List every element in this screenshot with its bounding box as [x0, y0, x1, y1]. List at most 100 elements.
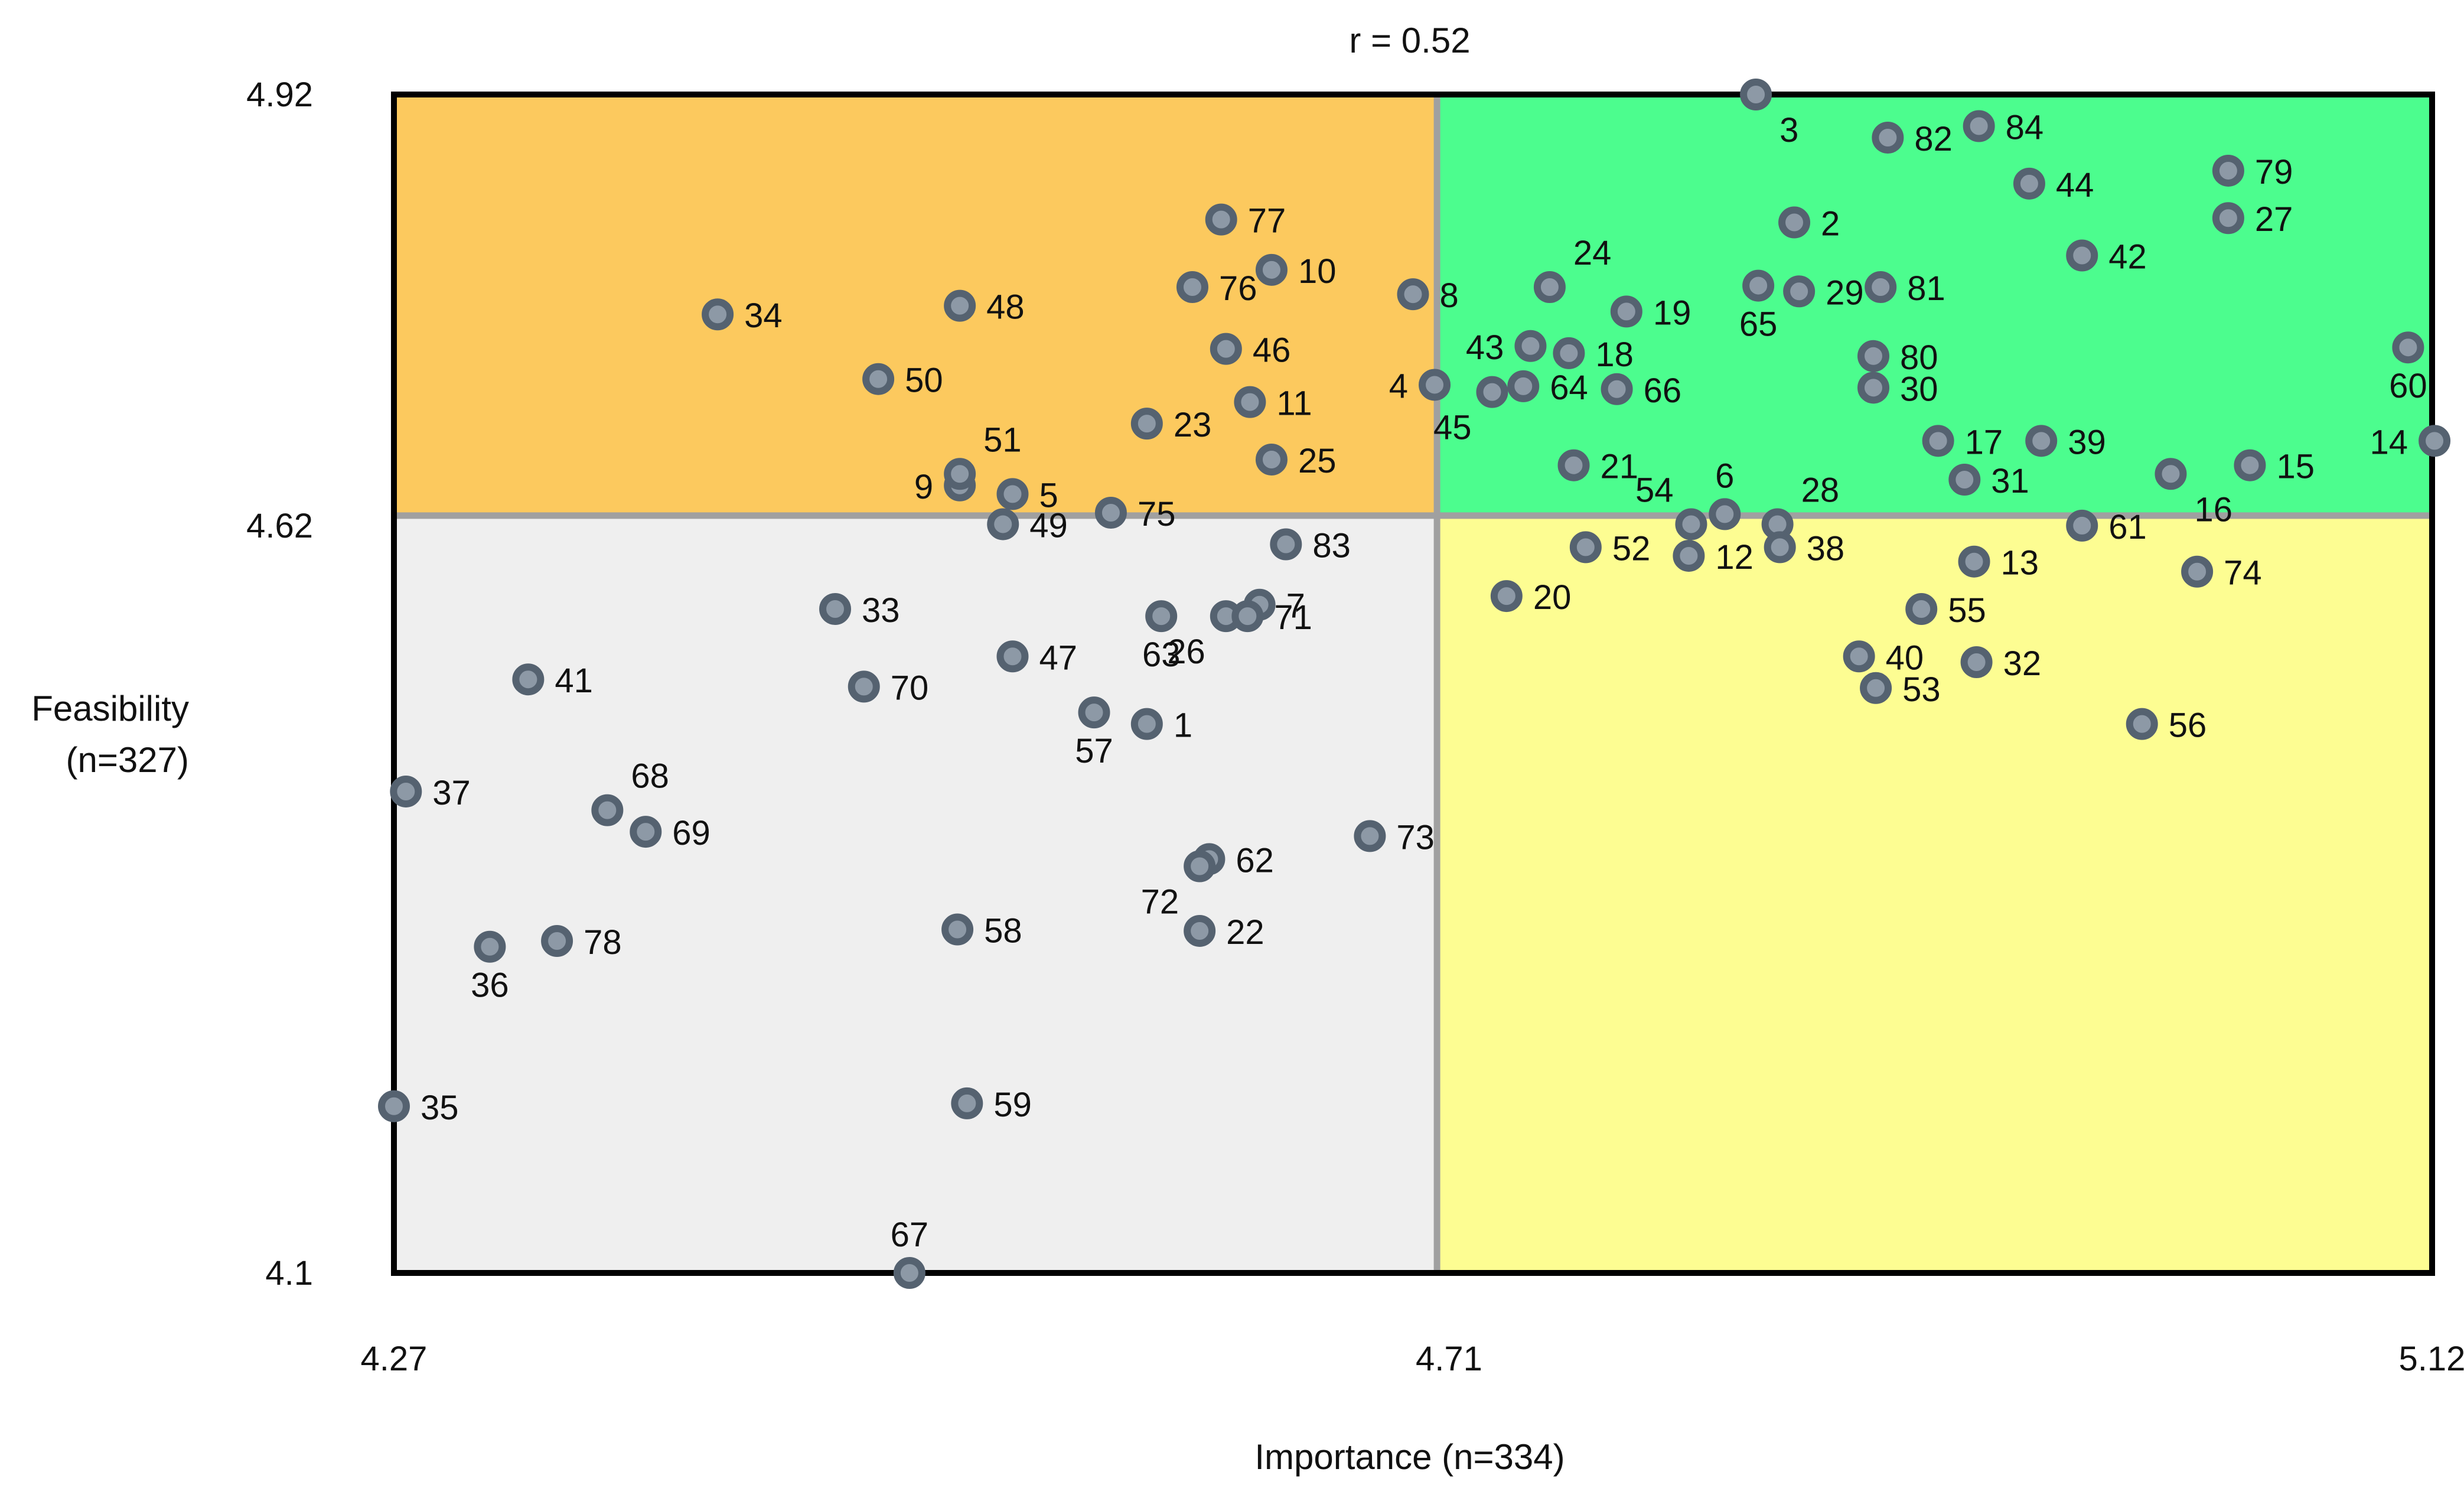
data-point — [2212, 202, 2244, 235]
data-point — [1476, 376, 1508, 408]
data-point — [591, 794, 624, 826]
data-point-label: 45 — [1433, 409, 1472, 447]
data-point-label: 44 — [2056, 166, 2094, 204]
data-point — [1675, 508, 1707, 540]
data-point-label: 79 — [2255, 153, 2293, 191]
data-point-label: 54 — [1635, 471, 1674, 509]
quadrants — [394, 95, 2432, 1273]
data-point-label: 28 — [1801, 471, 1840, 509]
data-point — [1130, 408, 1163, 440]
data-point — [996, 478, 1029, 510]
x-axis-title: Importance (n=334) — [1254, 1437, 1565, 1477]
data-point — [1764, 531, 1796, 564]
data-point — [2126, 708, 2158, 740]
data-point — [893, 1257, 925, 1289]
data-point — [1533, 271, 1566, 304]
y-axis-title-line-2: (n=327) — [66, 740, 189, 780]
data-point-label: 75 — [1138, 495, 1176, 533]
plot-frame — [391, 92, 2435, 1276]
axis-ticks: 4.27 4.71 5.12 4.92 4.62 4.1 — [246, 76, 2464, 1378]
x-tick-label: 4.71 — [1416, 1340, 1482, 1378]
data-point — [378, 1090, 410, 1122]
data-point-label: 84 — [2006, 109, 2044, 147]
data-point-label: 7 — [1286, 587, 1305, 626]
data-point-label: 42 — [2108, 237, 2147, 276]
data-point — [1094, 496, 1127, 529]
data-point — [2392, 331, 2424, 364]
x-tick-label: 4.27 — [361, 1340, 428, 1378]
data-point — [1958, 545, 1990, 578]
data-point — [951, 1087, 983, 1119]
data-point-label: 56 — [2169, 706, 2207, 745]
data-point-label: 70 — [891, 669, 929, 707]
data-point — [1922, 425, 1954, 457]
data-point-label: 83 — [1312, 527, 1351, 565]
data-point-label: 3 — [1779, 111, 1798, 149]
data-point-label: 5 — [1039, 476, 1058, 514]
data-point-label: 43 — [1466, 328, 1504, 367]
data-point — [1507, 370, 1540, 402]
data-point-label: 18 — [1595, 336, 1634, 374]
data-point-label: 9 — [914, 468, 933, 506]
data-point — [1176, 271, 1208, 304]
data-point — [1742, 269, 1775, 302]
data-point-label: 37 — [432, 774, 471, 812]
data-point — [1872, 121, 1904, 154]
data-point-label: 24 — [1573, 234, 1612, 272]
data-point-label: 61 — [2108, 508, 2147, 546]
data-point-label: 58 — [984, 912, 1022, 950]
data-point-label: 4 — [1389, 367, 1408, 405]
data-point — [1514, 330, 1547, 362]
data-point — [944, 458, 976, 490]
data-point — [2155, 458, 2187, 490]
data-point-label: 31 — [1991, 462, 2029, 500]
data-point-label: 66 — [1644, 372, 1682, 410]
data-point-label: 14 — [2370, 423, 2408, 461]
data-point-label: 25 — [1298, 442, 1337, 480]
data-point-label: 73 — [1396, 818, 1435, 857]
data-point — [1354, 820, 1386, 852]
data-point-label: 72 — [1141, 882, 1179, 921]
data-point — [1857, 340, 1890, 372]
data-point-label: 68 — [631, 757, 669, 796]
data-point — [1255, 443, 1288, 476]
data-point — [2066, 239, 2098, 272]
data-point — [1419, 369, 1451, 401]
data-point-label: 52 — [1612, 529, 1651, 568]
data-point — [1610, 295, 1642, 328]
data-point — [1255, 253, 1288, 286]
data-point-label: 10 — [1298, 252, 1337, 291]
data-point — [1960, 646, 1993, 679]
data-point — [512, 663, 545, 696]
data-point — [1783, 275, 1816, 308]
data-point-label: 55 — [1948, 591, 1986, 630]
data-point-label: 82 — [1914, 120, 1953, 158]
data-point-label: 57 — [1075, 732, 1113, 770]
data-point — [1234, 386, 1266, 418]
quadrant-bottom-left — [394, 515, 1438, 1273]
data-point — [819, 592, 852, 625]
data-point-label: 60 — [2389, 367, 2427, 405]
data-point — [2212, 154, 2244, 187]
data-point — [1184, 850, 1216, 882]
data-point-label: 13 — [2001, 544, 2039, 582]
data-point-label: 48 — [986, 288, 1025, 327]
data-point — [2234, 449, 2266, 481]
data-point-label: 46 — [1253, 331, 1291, 370]
data-point — [2013, 167, 2045, 200]
data-point-label: 30 — [1900, 370, 1938, 408]
data-point-label: 36 — [471, 966, 509, 1005]
data-point-label: 33 — [862, 591, 900, 630]
data-point — [1948, 464, 1981, 496]
data-point — [2419, 425, 2451, 457]
data-point-label: 38 — [1807, 529, 1845, 568]
data-point — [1857, 372, 1890, 404]
data-point-label: 1 — [1174, 706, 1192, 745]
data-point-label: 2 — [1821, 205, 1840, 243]
data-point — [2066, 509, 2098, 542]
data-point-label: 12 — [1715, 538, 1754, 577]
data-point — [941, 913, 974, 946]
data-point — [1553, 337, 1585, 369]
